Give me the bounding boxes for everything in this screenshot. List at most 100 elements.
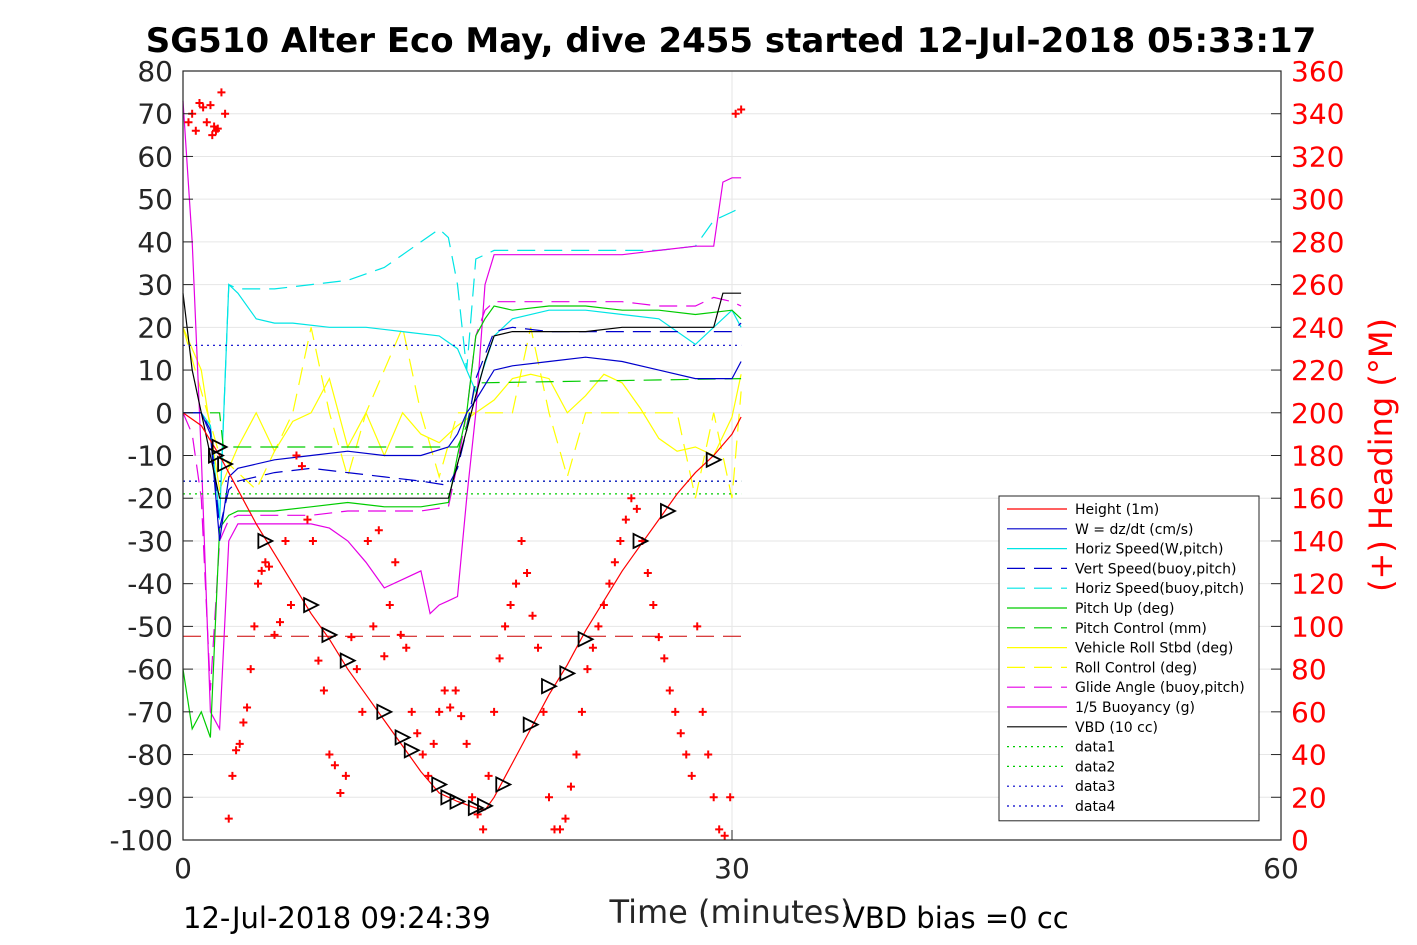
heading-point	[665, 686, 674, 695]
x-axis-label: Time (minutes)	[609, 893, 853, 931]
heading-point	[577, 707, 586, 716]
triangle-marker	[394, 729, 412, 746]
heading-point	[221, 109, 230, 118]
triangle-marker	[495, 776, 513, 793]
heading-point	[281, 536, 290, 545]
legend-label: data4	[1075, 799, 1116, 815]
legend-label: Horiz Speed(W,pitch)	[1075, 542, 1223, 558]
footer-vbd-bias: VBD bias =0 cc	[845, 901, 1069, 935]
heading-point	[286, 601, 295, 610]
heading-point	[687, 771, 696, 780]
heading-point	[303, 515, 312, 524]
heading-point	[561, 814, 570, 823]
legend-label: Vert Speed(buoy,pitch)	[1075, 561, 1237, 577]
heading-point	[308, 536, 317, 545]
series-line-2	[183, 283, 742, 520]
triangle-marker	[477, 797, 494, 815]
heading-point	[184, 118, 193, 127]
heading-point	[534, 643, 543, 652]
x-axis: 0 30 60	[174, 830, 1299, 885]
heading-point	[676, 729, 685, 738]
series-line-3	[183, 322, 742, 529]
legend-label: Roll Control (deg)	[1075, 660, 1197, 676]
heading-point	[621, 515, 630, 524]
y-tick-label: 0	[155, 397, 173, 430]
heading-point	[539, 707, 548, 716]
y-tick-label: -30	[127, 525, 173, 558]
heading-point	[720, 831, 729, 840]
heading-point	[610, 558, 619, 567]
heading-point	[545, 793, 553, 802]
heading-point	[213, 124, 222, 133]
right-y-tick-label: 180	[1291, 440, 1344, 473]
series-line-4	[183, 207, 742, 520]
x-tick-label: 0	[174, 852, 192, 885]
triangle-marker	[217, 455, 235, 473]
triangle-marker	[449, 793, 467, 811]
right-y-tick-label: 260	[1291, 269, 1344, 302]
legend-label: data1	[1075, 740, 1115, 756]
heading-point	[512, 579, 521, 588]
triangle-marker	[257, 532, 275, 550]
heading-point	[709, 793, 718, 802]
right-y-tick-label: 60	[1291, 696, 1327, 729]
triangle-marker	[632, 532, 650, 550]
heading-point	[424, 771, 433, 780]
heading-point	[555, 825, 564, 834]
footer-timestamp: 12-Jul-2018 09:24:39	[183, 901, 491, 935]
heading-point	[297, 462, 306, 471]
triangle-marker	[541, 677, 559, 695]
heading-point	[704, 750, 713, 759]
heading-point	[616, 536, 625, 545]
triangle-marker	[376, 703, 394, 721]
triangle-marker	[440, 788, 458, 806]
heading-point	[358, 707, 367, 716]
heading-point	[208, 131, 217, 140]
series-line-6	[183, 378, 742, 448]
legend-label: Pitch Up (deg)	[1075, 601, 1174, 617]
heading-point	[224, 814, 233, 823]
heading-point	[446, 703, 455, 712]
triangle-marker	[303, 596, 321, 614]
legend: Height (1m) W = dz/dt (cm/s) Horiz Speed(W…	[998, 495, 1260, 822]
heading-point	[347, 633, 356, 642]
heading-point	[599, 601, 608, 610]
heading-point	[484, 771, 493, 780]
y-tick-label: -100	[109, 824, 173, 857]
right-y-axis: 3603403203002802602402202001801601401201…	[1271, 55, 1344, 857]
heading-point	[627, 494, 636, 503]
heading-point	[643, 568, 652, 577]
right-y-tick-label: 340	[1291, 98, 1344, 131]
heading-point	[217, 88, 226, 97]
heading-point	[396, 630, 405, 639]
heading-point	[265, 562, 274, 571]
left-y-axis: 80 70 60 50 40 30 20 10 0 -10 -20 -30 -40 -50 -60 -70 -8…	[109, 55, 193, 857]
series-line-8	[182, 325, 742, 499]
right-y-tick-label: 280	[1291, 226, 1344, 259]
series-line-1	[183, 356, 742, 541]
right-y-tick-label: 100	[1291, 610, 1344, 643]
heading-point	[588, 643, 597, 652]
heading-point	[682, 750, 691, 759]
right-y-tick-label: 240	[1291, 311, 1344, 344]
triangle-marker	[339, 652, 357, 670]
legend-label: data2	[1075, 759, 1115, 775]
triangle-marker	[660, 502, 677, 520]
series-line-11	[182, 292, 742, 499]
heading-point	[374, 526, 383, 535]
heading-point	[715, 825, 724, 834]
heading-point	[726, 793, 735, 802]
triangle-marker	[577, 630, 595, 648]
right-y-tick-label: 360	[1291, 55, 1344, 88]
triangle-marker	[467, 799, 485, 817]
heading-point	[270, 630, 279, 639]
y-tick-label: -10	[127, 440, 173, 473]
heading-point	[731, 109, 740, 118]
heading-point	[243, 703, 252, 712]
heading-point	[292, 451, 301, 460]
heading-point	[429, 739, 438, 748]
heading-point	[605, 579, 614, 588]
heading-point	[261, 558, 270, 567]
right-y-tick-label: 140	[1291, 525, 1344, 558]
heading-point	[583, 665, 592, 674]
